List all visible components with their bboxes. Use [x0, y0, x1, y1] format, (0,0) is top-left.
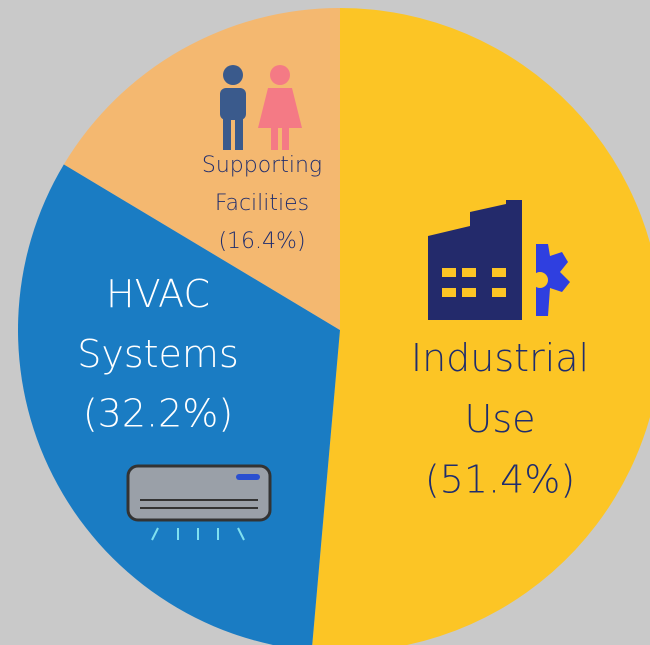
value-label: (16.4%) — [218, 229, 305, 254]
category-label: Industrial Use — [411, 336, 589, 441]
ac-icon — [126, 464, 272, 541]
factory-icon — [428, 200, 570, 320]
people-icon — [220, 65, 302, 150]
category-label: HVAC Systems — [77, 272, 239, 376]
category-label: Supporting Facilities — [202, 153, 322, 216]
pie-slice — [18, 164, 340, 645]
value-label: (51.4%) — [425, 458, 575, 502]
pie-slice — [312, 8, 650, 645]
value-label: (32.2%) — [83, 392, 233, 436]
